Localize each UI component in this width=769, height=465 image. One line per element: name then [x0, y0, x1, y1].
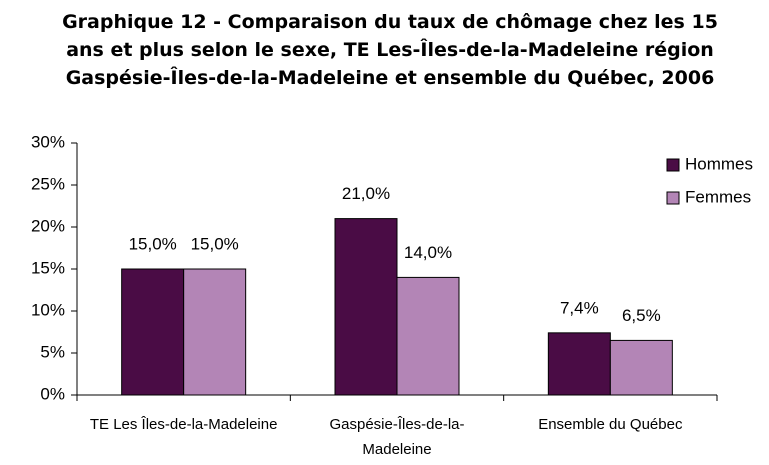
chart-title: Graphique 12 - Comparaison du taux de ch… — [62, 11, 718, 89]
value-label: 6,5% — [622, 306, 661, 325]
value-label: 21,0% — [342, 184, 390, 203]
x-tick-label: Gaspésie-Îles-de-la-Madeleine — [329, 416, 465, 458]
bar — [183, 268, 247, 396]
x-tick-label: TE Les Îles-de-la-Madeleine — [89, 416, 278, 433]
bar — [547, 332, 611, 396]
bar — [334, 218, 398, 396]
y-tick-label: 15% — [31, 258, 65, 277]
value-label: 15,0% — [191, 234, 239, 253]
value-label: 7,4% — [560, 298, 599, 317]
bar — [396, 276, 460, 396]
x-tick-label: Ensemble du Québec — [538, 416, 683, 433]
y-tick-label: 0% — [40, 384, 65, 403]
y-tick-label: 25% — [31, 174, 65, 193]
value-label: 14,0% — [404, 243, 452, 262]
value-label: 15,0% — [129, 234, 177, 253]
legend-label: Hommes — [685, 154, 753, 173]
bar — [121, 268, 185, 396]
y-tick-label: 30% — [31, 132, 65, 151]
bar — [609, 339, 673, 396]
y-tick-label: 10% — [31, 300, 65, 319]
y-tick-label: 20% — [31, 216, 65, 235]
legend-swatch — [666, 158, 680, 172]
legend-swatch — [666, 191, 680, 205]
legend-label: Femmes — [685, 187, 751, 206]
y-tick-label: 5% — [40, 342, 65, 361]
